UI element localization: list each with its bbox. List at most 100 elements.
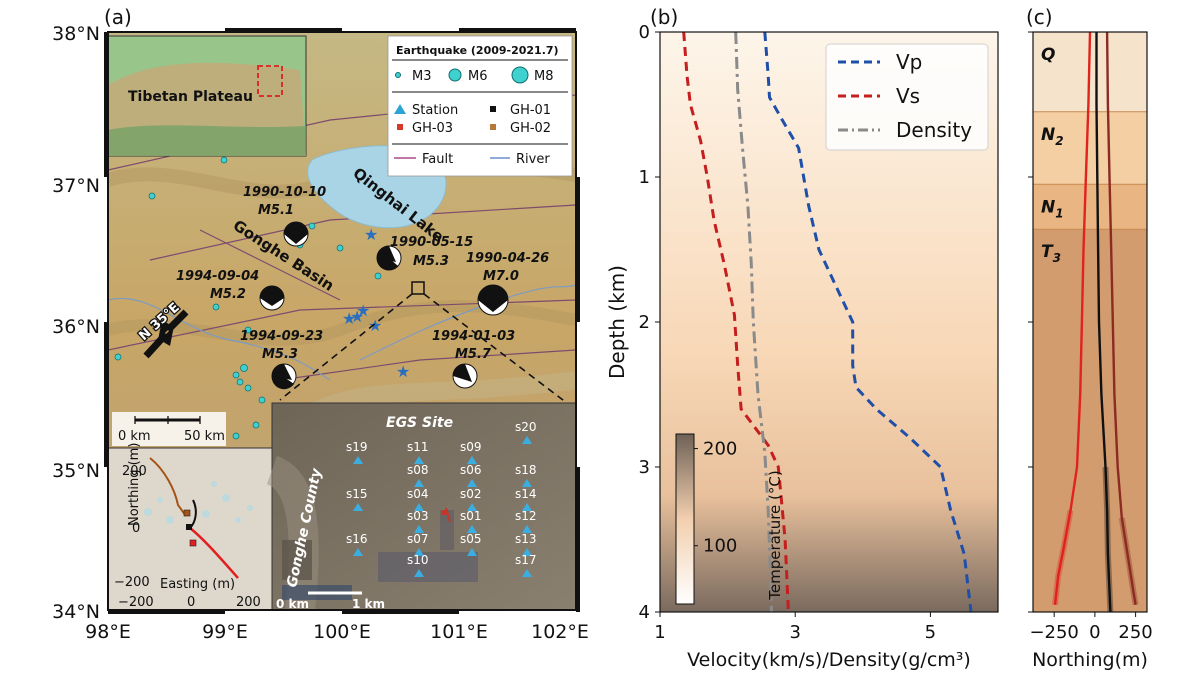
egs-scale-left: 0 km <box>276 597 309 611</box>
egs-station-marker <box>522 525 532 533</box>
egs-station-label: s20 <box>515 420 537 434</box>
study-box <box>411 281 425 295</box>
egs-scale-right: 1 km <box>352 597 385 611</box>
egs-station-group: s19 s11 s09 s20 s18 s08 s06 s14 s15 s04 s02 s12 s03 s… <box>346 420 537 577</box>
egs-station-label: s18 <box>515 463 537 477</box>
egs-station-marker <box>414 479 424 487</box>
egs-station-label: s03 <box>407 509 429 523</box>
tibetan-inset: Tibetan Plateau <box>108 35 307 157</box>
well-xtick-1: −200 <box>118 595 154 610</box>
egs-station-marker <box>467 525 477 533</box>
x-tick-label: 0 <box>1089 622 1100 643</box>
egs-station-marker <box>414 525 424 533</box>
lon-tick-2: 99°E <box>202 621 248 643</box>
well-trajectory-gh-01 <box>1095 32 1112 612</box>
y-tick-label: 0 <box>639 22 650 43</box>
y-tick-label: 4 <box>639 602 650 623</box>
colorbar-tick-label: 100 <box>703 536 737 557</box>
svg-text:★: ★ <box>396 362 410 381</box>
lon-tick-3: 100°E <box>313 621 371 643</box>
egs-station-label: s15 <box>346 487 368 501</box>
formation-band <box>1033 111 1147 185</box>
egs-station-label: s19 <box>346 440 368 454</box>
map-panel: (a) Qinghai Lake Gonghe Basin <box>52 5 589 643</box>
event-mag-3: M7.0 <box>483 269 519 284</box>
y-tick-label: 2 <box>639 312 650 333</box>
egs-station-label: s01 <box>460 509 482 523</box>
formation-band <box>1033 184 1147 230</box>
well-inset: 200 0 −200 −200 0 200 Northing (m) Easti… <box>108 443 273 610</box>
series-line-vp <box>763 32 973 612</box>
egs-station-marker <box>353 503 363 511</box>
well-ytick-2: 0 <box>132 521 140 536</box>
legend-vp: Vp <box>896 50 922 74</box>
egs-station-label: s08 <box>407 463 429 477</box>
inset-title: Tibetan Plateau <box>128 89 253 105</box>
egs-station-label: s06 <box>460 463 482 477</box>
legend-station: Station <box>412 103 458 118</box>
lon-tick-4: 101°E <box>430 621 488 643</box>
legend-vs: Vs <box>896 84 920 108</box>
egs-title: EGS Site <box>386 415 453 431</box>
formation-label: Q <box>1041 45 1055 65</box>
egs-station-marker <box>353 456 363 464</box>
egs-station-label: s17 <box>515 553 537 567</box>
egs-station-marker <box>467 456 477 464</box>
lon-tick-5: 102°E <box>531 621 589 643</box>
velocity-legend: Vp Vs Density <box>825 43 989 151</box>
map-legend: Earthquake (2009-2021.7) M3 M6 M8 Statio… <box>387 35 573 177</box>
event-date-5: 1994-09-23 <box>240 329 323 344</box>
legend-gh03: GH-03 <box>412 121 453 136</box>
egs-station-marker <box>414 569 424 577</box>
map-border-ticks <box>104 28 580 614</box>
lat-tick-5: 34°N <box>52 601 100 623</box>
egs-station-marker <box>522 479 532 487</box>
velocity-ylabel: Depth (km) <box>605 265 629 379</box>
svg-text:★: ★ <box>356 301 370 320</box>
panel-label-c: (c) <box>1026 5 1053 29</box>
well-xtick-3: 200 <box>236 595 261 610</box>
x-tick-label: 5 <box>925 622 936 643</box>
event-mag-5: M5.3 <box>262 347 298 362</box>
well-ytick-3: −200 <box>114 575 150 590</box>
legend-m8: M8 <box>534 69 554 84</box>
event-date-2: 1990-05-15 <box>390 235 473 250</box>
event-date-1: 1990-10-10 <box>243 185 326 200</box>
scalebar-left: 0 km <box>118 429 151 444</box>
egs-station-label: s05 <box>460 532 482 546</box>
egs-station-marker <box>467 548 477 556</box>
velocity-xlabel: Velocity(km/s)/Density(g/cm³) <box>687 649 971 671</box>
egs-inset: EGS Site Gonghe County s19 s11 s09s20s18s0… <box>265 402 576 611</box>
event-date-3: 1990-04-26 <box>466 251 549 266</box>
x-tick-label: 250 <box>1118 622 1152 643</box>
legend-title: Earthquake (2009-2021.7) <box>396 44 559 57</box>
legend-gh01: GH-01 <box>510 103 551 118</box>
well-trajectory-highlight <box>1118 517 1139 606</box>
event-mag-4: M5.2 <box>210 287 246 302</box>
egs-station-marker <box>353 548 363 556</box>
event-mag-1: M5.1 <box>258 203 294 218</box>
egs-station-label: s07 <box>407 532 429 546</box>
well-ytick-1: 200 <box>122 464 147 479</box>
svg-text:★: ★ <box>342 309 356 328</box>
legend-density: Density <box>896 118 972 142</box>
event-date-6: 1994-01-03 <box>432 329 515 344</box>
egs-station-marker <box>414 503 424 511</box>
colorbar-label: Temperature (°C) <box>766 470 784 600</box>
x-tick-label: −250 <box>1029 622 1078 643</box>
velocity-panel: (b) 1 3 5 0 1 2 3 4 Depth (km) Velocity(km/s)/D… <box>605 5 999 671</box>
egs-station-marker <box>414 456 424 464</box>
egs-station-marker <box>467 503 477 511</box>
well-xlabel: Easting (m) <box>160 577 235 592</box>
egs-station-label: s13 <box>515 532 537 546</box>
temperature-colorbar: 100 200 Temperature (°C) <box>675 433 784 605</box>
colorbar-tick-label: 200 <box>703 439 737 460</box>
y-tick-label: 1 <box>639 167 650 188</box>
lat-tick-1: 38°N <box>52 23 100 45</box>
y-tick-label: 3 <box>639 457 650 478</box>
well-xtick-2: 0 <box>187 595 195 610</box>
series-line-vs <box>682 32 790 612</box>
event-mag-6: M5.7 <box>455 347 492 362</box>
